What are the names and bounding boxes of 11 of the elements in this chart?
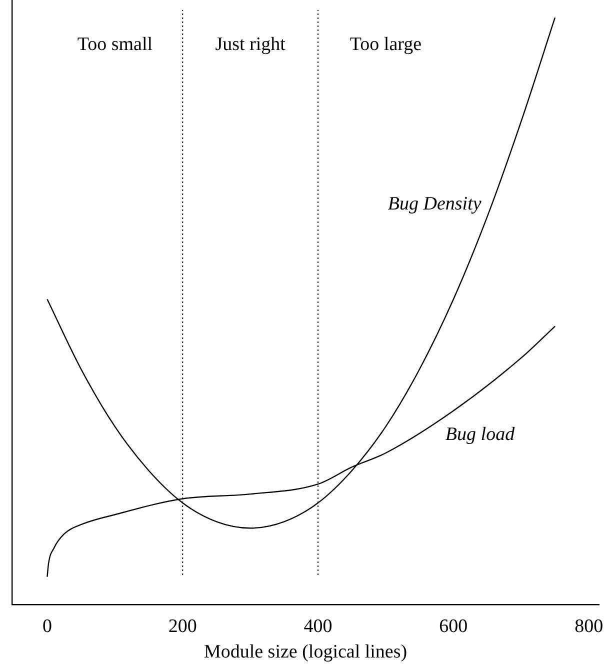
annotation: Too large <box>350 34 422 55</box>
series-label: Bug Density <box>388 194 482 215</box>
x-axis-title: Module size (logical lines) <box>204 642 408 663</box>
x-tick-label: 0 <box>42 616 52 637</box>
annotation: Too small <box>77 34 153 55</box>
x-tick-label: 200 <box>168 616 197 637</box>
x-tick-label: 400 <box>304 616 332 637</box>
series-label: Bug load <box>445 424 516 445</box>
annotation: Just right <box>215 34 286 55</box>
x-tick-label: 800 <box>574 616 604 637</box>
x-tick-label: 600 <box>439 616 468 637</box>
